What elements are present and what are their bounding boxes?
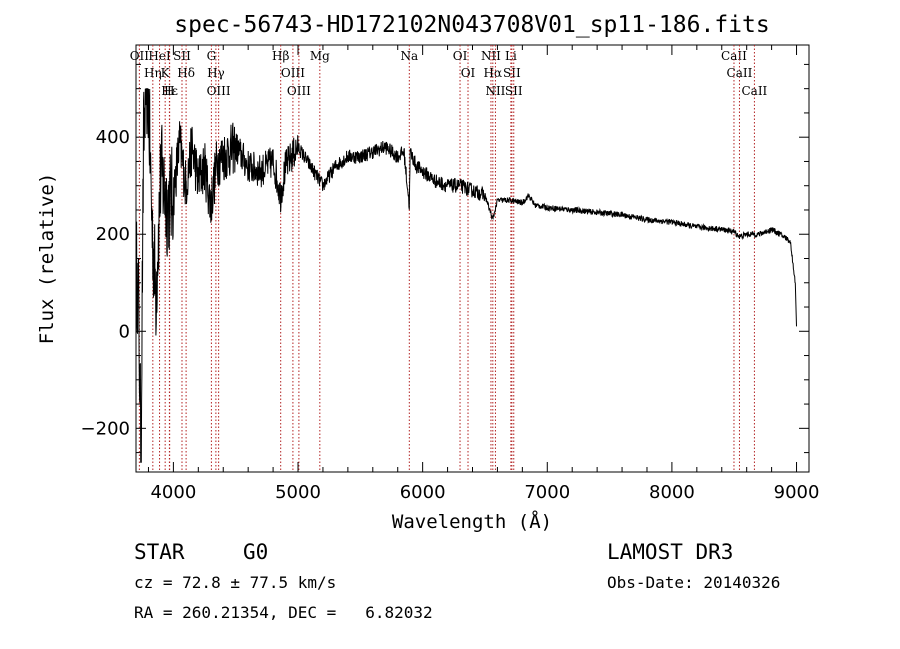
y-tick-label: 400 [96,127,130,148]
spectral-line-label: CaII [741,84,767,98]
x-tick-label: 6000 [400,482,446,503]
spectral-line-label: NII [485,84,505,98]
x-tick-label: 8000 [649,482,695,503]
y-tick-label: 200 [96,224,130,245]
spectral-line-label: Mg [310,49,330,63]
plot-frame [135,44,810,473]
y-tick-label: −200 [81,418,130,439]
spectral-line-label: OI [461,66,476,80]
x-tick-label: 4000 [150,482,196,503]
spectral-line-label: Na [400,49,418,63]
x-axis-label: Wavelength (Å) [392,510,552,533]
spectral-line-label: SII [173,49,191,63]
spectral-line-label: Hγ [207,66,225,80]
spectral-line-label: OII [130,49,150,63]
y-axis-label-group: Flux (relative) [36,173,58,345]
spectral-line-label: Hη [144,66,162,80]
spectral-line-label: NII [481,49,501,63]
class-label: STAR [134,540,185,564]
redshift-text: cz = 72.8 ± 77.5 km/s [134,573,337,592]
spectral-line-label: OIII [281,66,305,80]
spectral-line-markers: OIIHηHeIKHHεSIIHδGHγOIIIHβOIIIOIIIMgNaOI… [130,45,768,472]
spectral-line-label: Hδ [177,66,195,80]
spectral-line-label: OIII [287,84,311,98]
spectral-line-label: Li [505,49,517,63]
y-axis-label: Flux (relative) [36,173,58,345]
spectral-line-label: K [161,66,171,80]
spectral-line-label: CaII [721,49,747,63]
spectral-line-label: SII [505,84,523,98]
spectral-line-label: SII [503,66,521,80]
spectral-line-label: Hβ [272,49,289,63]
coordinates-text: RA = 260.21354, DEC = 6.82032 [134,603,433,622]
spectral-line-label: Hε [161,84,178,98]
chart-title: spec-56743-HD172102N043708V01_sp11-186.f… [174,12,769,38]
spectral-line-label: Hα [484,66,503,80]
spectral-line-label: G [207,49,217,63]
spectral-line-label: OIII [207,84,231,98]
x-tick-label: 5000 [275,482,321,503]
x-tick-label: 7000 [524,482,570,503]
spectral-line-label: HeI [148,49,171,63]
subclass-label: G0 [243,540,269,564]
spectral-line-label: OI [453,49,468,63]
flux-line [135,88,797,463]
y-tick-label: 0 [119,321,130,342]
spectral-line-label: CaII [727,66,753,80]
axis-ticks: 4000 5000 6000 7000 8000 9000 −200 0 200 400 [81,45,820,503]
survey-label: LAMOST DR3 [607,540,734,564]
series-group [135,88,797,463]
x-tick-label: 9000 [774,482,820,503]
obs-date-text: Obs-Date: 20140326 [607,573,781,592]
